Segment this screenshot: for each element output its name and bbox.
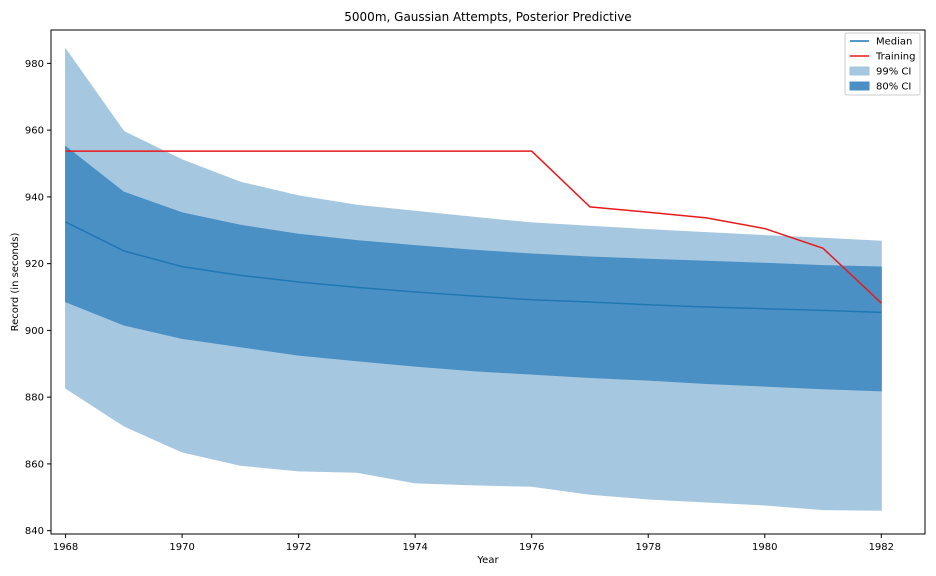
legend-item-median: Median: [850, 37, 912, 48]
y-axis: 840 860 880 900 920 940 960 980: [25, 59, 51, 537]
y-tick-label: 840: [25, 526, 44, 537]
ci-bands: [65, 47, 882, 511]
x-axis-title: Year: [476, 555, 499, 566]
legend: Median Training 99% CI 80% CI: [844, 32, 921, 96]
legend-swatch: [849, 81, 870, 91]
y-tick-label: 940: [25, 192, 44, 203]
line-median: [65, 221, 882, 314]
x-tick-label: 1982: [869, 542, 894, 553]
x-tick-label: 1974: [402, 542, 427, 553]
legend-swatch: [849, 66, 870, 76]
x-tick-label: 1980: [752, 542, 777, 553]
legend-box: [844, 32, 921, 96]
line-training: [65, 150, 882, 304]
band-80pct-ci: [65, 145, 882, 392]
y-tick-label: 880: [25, 393, 44, 404]
legend-item-training: Training: [850, 52, 915, 63]
legend-label: Median: [876, 37, 912, 48]
y-tick-label: 920: [25, 259, 44, 270]
y-tick-label: 900: [25, 326, 44, 337]
legend-label: Training: [875, 52, 915, 63]
legend-label: 99% CI: [876, 67, 911, 78]
x-tick-label: 1978: [636, 542, 661, 553]
x-tick-label: 1976: [519, 542, 544, 553]
y-axis-title: Record (in seconds): [10, 233, 21, 332]
y-tick-label: 960: [25, 126, 44, 137]
x-tick-label: 1970: [169, 542, 194, 553]
x-tick-label: 1972: [286, 542, 311, 553]
y-tick-label: 860: [25, 459, 44, 470]
legend-item-80pct-ci: 80% CI: [849, 81, 911, 93]
chart-title: 5000m, Gaussian Attempts, Posterior Pred…: [344, 10, 631, 24]
x-tick-label: 1968: [53, 542, 78, 553]
series-lines: [65, 150, 882, 314]
legend-label: 80% CI: [876, 82, 911, 93]
plot-area: [50, 29, 926, 535]
plot-frame: [50, 29, 926, 535]
y-tick-label: 980: [25, 59, 44, 70]
legend-item-99pct-ci: 99% CI: [849, 66, 911, 78]
x-axis: 1968 1970 1972 1974 1976 1978 1980 1982: [53, 534, 894, 553]
